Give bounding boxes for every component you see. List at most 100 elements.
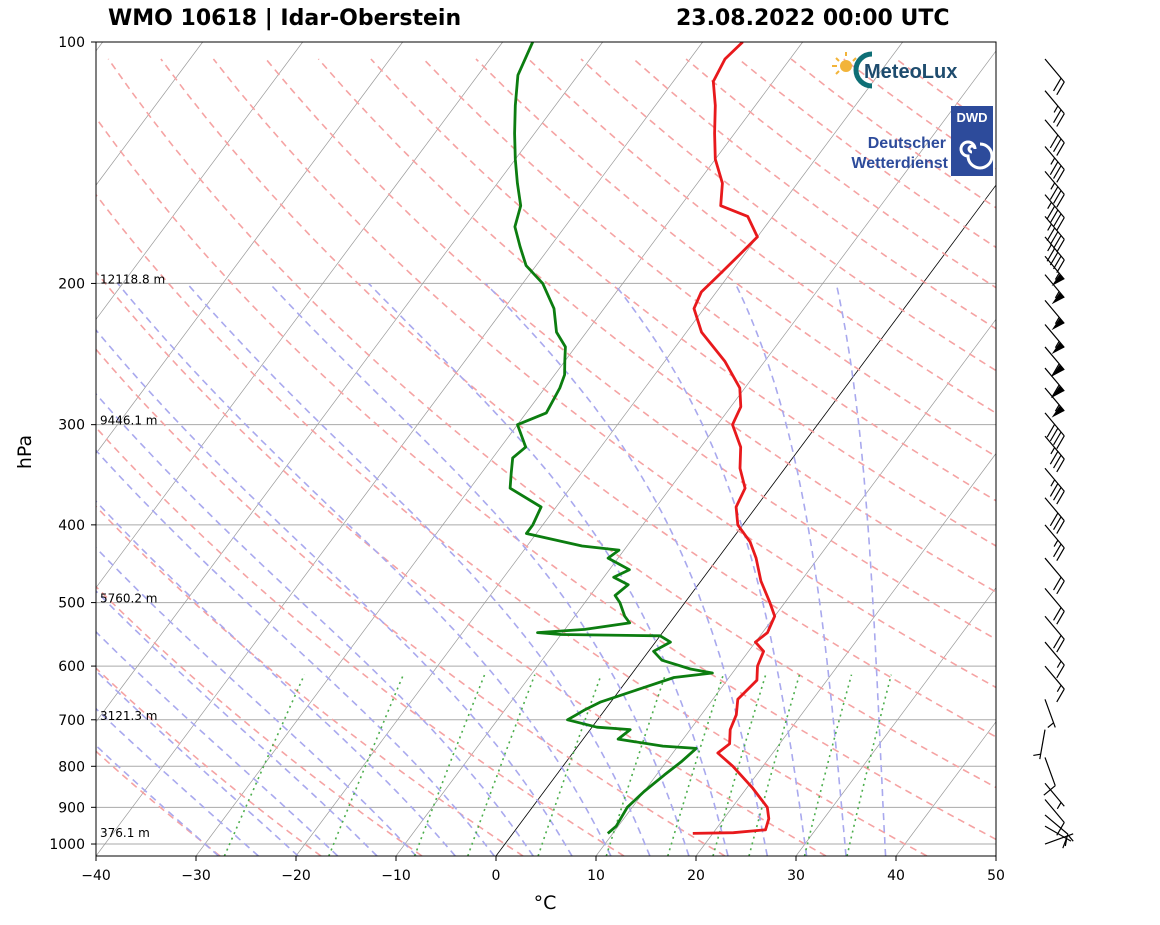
wind-barb-half: [1047, 722, 1054, 728]
wind-barb-full: [1053, 165, 1062, 179]
wind-barb-half: [1050, 182, 1056, 190]
wind-barb-pennant: [1051, 273, 1065, 286]
wind-barb-full: [1053, 516, 1062, 530]
wind-barb: [1044, 665, 1065, 703]
wind-barb: [1044, 615, 1065, 653]
wind-barb-full: [1056, 435, 1065, 449]
moist-adiabat-line: [186, 282, 651, 856]
wind-barb: [1044, 497, 1065, 534]
spiral-icon: [959, 140, 994, 170]
wind-barb-full: [1056, 458, 1065, 473]
wind-barb-shaft: [1044, 757, 1056, 786]
dwd-name-line2: Wetterdienst: [851, 155, 948, 172]
wind-barb-shaft: [1044, 58, 1065, 83]
mixing-ratio-line: [803, 674, 853, 856]
wind-barb: [1033, 729, 1046, 760]
wind-barb-full: [1056, 638, 1065, 653]
wind-barb: [1044, 641, 1065, 679]
wind-barb-full: [1056, 580, 1065, 595]
wind-barb-full: [1053, 635, 1062, 649]
wind-barb-shaft: [1044, 216, 1065, 240]
wind-barb: [1044, 324, 1065, 355]
chart-title-station: WMO 10618 | Idar-Oberstein: [108, 6, 462, 31]
meteolux-ring-icon: [853, 51, 873, 89]
x-tick-label: −30: [181, 868, 211, 884]
isotherm-line: [195, 42, 803, 856]
wind-barb-half: [1047, 223, 1052, 231]
dry-adiabat-line: [96, 505, 524, 856]
wind-barb-shaft: [1044, 194, 1065, 219]
wind-barb-full: [1056, 664, 1065, 679]
y-tick-label: 1000: [49, 837, 85, 853]
wind-barb-full: [1046, 248, 1056, 262]
dry-adiabat-line: [212, 58, 996, 689]
y-tick-label: 700: [58, 713, 85, 729]
chart-title-datetime: 23.08.2022 00:00 UTC: [676, 6, 950, 31]
wind-barb-full: [1049, 209, 1059, 224]
wind-barb: [1044, 90, 1065, 127]
wind-barb-full: [1053, 576, 1062, 591]
wind-barb-full: [1053, 607, 1062, 621]
wind-barb-full: [1053, 235, 1062, 249]
dry-adiabat-line: [96, 667, 322, 856]
wind-barb-shaft: [1044, 90, 1065, 115]
y-tick-label: 400: [58, 518, 85, 534]
wind-barb-shaft: [1044, 814, 1069, 835]
wind-barb-full: [1046, 227, 1056, 242]
wind-barb-full: [1043, 785, 1056, 796]
y-axis-label: hPa: [14, 435, 36, 469]
x-tick-label: 50: [987, 868, 1005, 884]
x-tick-label: −10: [381, 868, 411, 884]
dry-adiabat-line: [96, 270, 827, 856]
y-tick-label: 100: [58, 35, 85, 51]
wind-barb: [1044, 435, 1065, 473]
y-tick-label: 200: [58, 276, 85, 292]
wind-barb-pennant: [1051, 385, 1065, 398]
dry-adiabat-line: [96, 348, 726, 856]
wind-barb-full: [1056, 520, 1065, 534]
dewpoint-profile: [508, 42, 714, 835]
isotherm-line: [96, 42, 603, 723]
x-tick-label: 10: [587, 868, 605, 884]
wind-barb-shaft: [1044, 699, 1056, 728]
wind-barb-pennant: [1051, 342, 1065, 355]
wind-barb-full: [1046, 424, 1056, 438]
wind-barb-half: [1056, 684, 1062, 692]
wind-barb-full: [1051, 363, 1060, 377]
wind-barb: [1044, 274, 1065, 305]
wind-barb-pennant: [1051, 318, 1065, 331]
wind-barb-full: [1049, 231, 1059, 245]
wind-barb: [1044, 814, 1069, 849]
wind-barb-full: [1062, 834, 1069, 849]
wind-barb-full: [1056, 259, 1065, 274]
wind-barb: [1044, 119, 1065, 156]
dry-adiabat-line: [96, 193, 928, 856]
wind-barb-pennant: [1051, 364, 1065, 377]
moist-adiabat-line: [96, 707, 259, 856]
wind-barb-half: [1033, 753, 1041, 757]
wind-barb-shaft: [1044, 324, 1065, 348]
wind-barb-shaft: [1044, 367, 1065, 392]
wind-barbs: [1033, 58, 1074, 849]
wind-barb: [1044, 346, 1065, 377]
wind-barb-half: [1050, 157, 1056, 165]
x-tick-label: 40: [887, 868, 905, 884]
dry-adiabat-line: [96, 426, 625, 856]
moist-adiabat-line: [96, 744, 220, 856]
isotherm-line: [96, 42, 203, 186]
isotherm-line: [96, 42, 403, 455]
wind-barb-full: [1056, 490, 1065, 505]
wind-barb-full: [1049, 161, 1059, 175]
wind-barb-full: [1049, 451, 1059, 465]
wind-barb: [1044, 216, 1065, 253]
y-tick-label: 900: [58, 800, 85, 816]
wind-barb-half: [1054, 341, 1060, 349]
wind-barb: [1044, 171, 1065, 208]
mixing-ratio-line: [537, 674, 602, 856]
wind-barb-full: [1053, 255, 1062, 270]
isotherm-line: [495, 184, 996, 856]
moist-adiabat-line: [485, 282, 769, 856]
moist-adiabat-line: [96, 328, 573, 856]
wind-barb: [1044, 387, 1065, 418]
